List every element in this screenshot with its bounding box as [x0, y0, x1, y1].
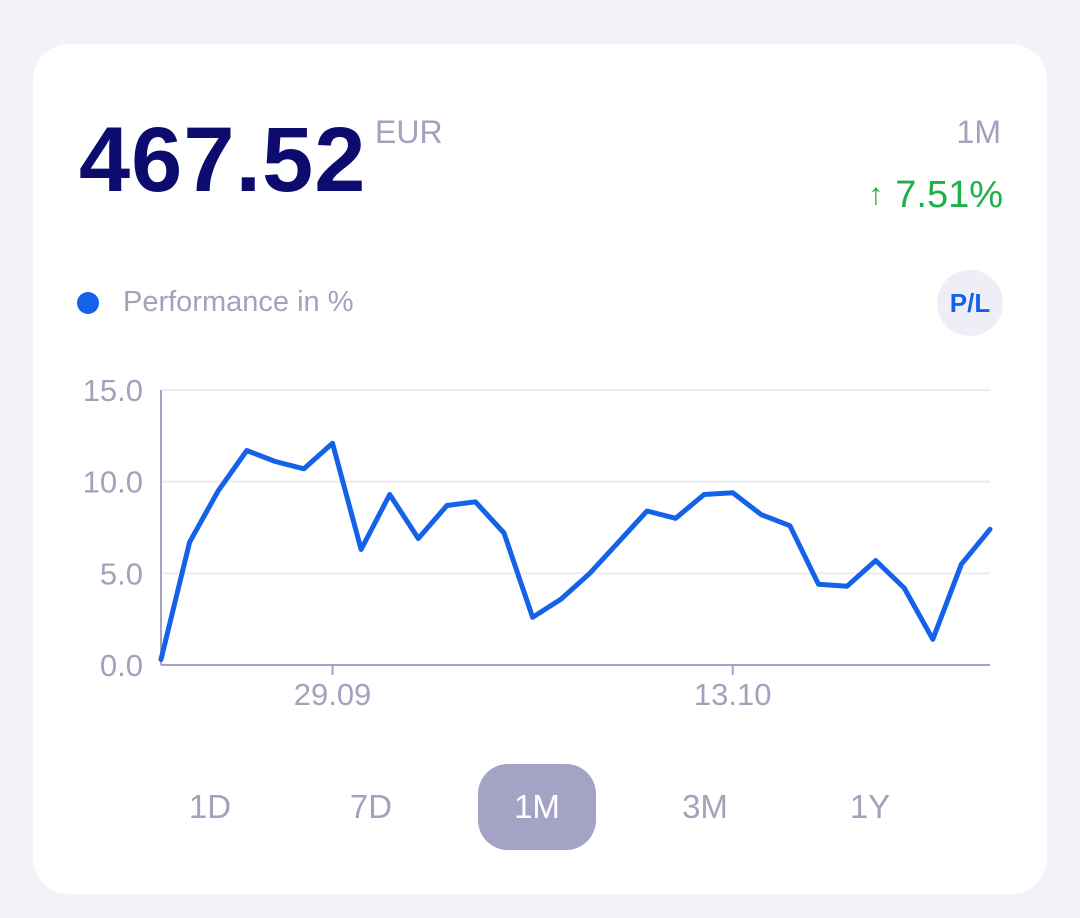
range-button-1y[interactable]: 1Y	[849, 788, 891, 825]
range-button-3m[interactable]: 3M	[682, 788, 728, 825]
range-button-1d[interactable]: 1D	[188, 788, 232, 825]
selected-period-label: 1M	[956, 114, 1001, 150]
chart-legend: Performance in %	[77, 286, 354, 319]
portfolio-card: 467.52 EUR 1M ↑ 7.51% Performance in % P…	[33, 44, 1047, 894]
time-range-selector: 1D 7D 1M 3M 1Y	[153, 764, 933, 850]
arrow-up-icon: ↑	[868, 178, 884, 211]
y-tick-label: 15.0	[83, 373, 143, 408]
profit-loss-toggle-button[interactable]: P/L	[937, 270, 1003, 336]
y-tick-label: 5.0	[100, 556, 143, 591]
x-tick-label: 29.09	[294, 677, 372, 712]
x-tick-label: 13.10	[694, 677, 772, 712]
legend-dot-icon	[77, 291, 99, 314]
currency-label: EUR	[375, 114, 443, 150]
performance-change: ↑ 7.51%	[868, 176, 1003, 214]
range-button-1m[interactable]: 1M	[478, 764, 596, 850]
portfolio-value: 467.52	[79, 109, 367, 211]
performance-change-value: 7.51%	[895, 174, 1003, 216]
performance-line-chart: 15.0 10.0 5.0 0.0 29.09 13.10	[83, 373, 993, 712]
range-button-7d[interactable]: 7D	[349, 788, 393, 825]
performance-series-line	[158, 440, 993, 662]
y-tick-label: 0.0	[100, 648, 143, 683]
legend-label: Performance in %	[123, 286, 354, 318]
y-tick-label: 10.0	[83, 465, 143, 500]
